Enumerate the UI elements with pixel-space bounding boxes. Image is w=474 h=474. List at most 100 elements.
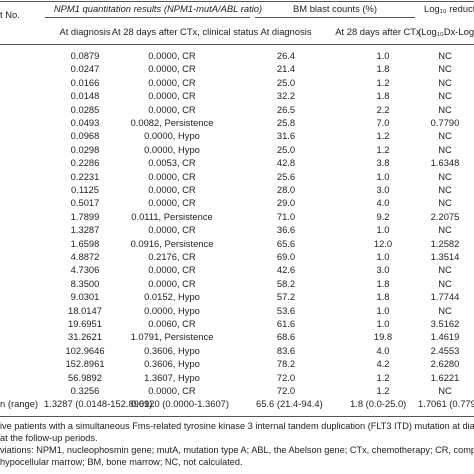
cell: 26.5 [276,103,296,115]
cell: 2.2 [376,103,390,115]
cell: 0.0000, CR [148,184,196,195]
cell: NC [438,184,452,195]
cell: 0.2286 [70,157,100,169]
cell: 1.0791, Persistence [130,331,214,343]
cell: 1.6598 [70,237,100,249]
cell: 1.0 [376,224,390,236]
col-header: Log₁₀ reduction [424,3,474,14]
cell: 8.3500 [70,277,100,289]
col-header: NPM1 quantitation results (NPM1-mutA/ABL… [53,3,263,14]
cell: 0.0111, Persistence [131,210,213,222]
cell: NC [438,197,452,209]
cell: 0.0152, Hypo [144,291,200,303]
cell: 26.4 [276,50,296,61]
footnote: at the follow-up periods. [0,433,98,443]
cell: 1.2 [376,385,390,396]
cell: 0.0493 [70,117,100,128]
cell: 69.0 [276,251,296,262]
cell: 0.0000, CR [148,90,196,102]
summary-cell: n (range) [0,398,39,410]
cell: 1.7899 [70,210,100,222]
cell: 0.0053, CR [148,157,196,169]
cell: 0.0000, CR [148,385,196,396]
cell: NC [438,103,452,115]
cell: 19.8 [373,331,393,343]
cell: 31.6 [276,130,296,142]
cell: 0.0000, Hypo [144,130,200,142]
cell: NC [438,304,452,316]
cell: 0.0000, Hypo [144,143,200,155]
cell: 3.5162 [430,318,460,329]
cell: 2.6280 [430,358,460,370]
header-rule [0,44,474,45]
cell: NC [438,50,452,61]
cell: 25.0 [276,76,296,88]
cell: 0.0000, CR [148,76,196,88]
cell: 1.6348 [430,157,460,169]
cell: 3.8 [376,157,390,169]
cell: 0.0879 [70,50,100,61]
cell: 71.0 [276,210,296,222]
cell: 9.2 [376,210,390,222]
top-rule [0,1,474,2]
cell: 1.2582 [430,237,460,249]
cell: 53.6 [276,304,296,316]
cell: 0.0000, CR [148,170,196,182]
span-rule [255,17,415,18]
cell: NC [438,385,452,396]
cell: 21.4 [276,63,296,75]
cell: 68.6 [276,331,296,343]
cell: 65.6 [276,237,296,249]
summary-cell: 0.0920 (0.0000-1.3607) [131,398,229,410]
cell: 0.0000, CR [148,277,196,289]
cell: 4.0 [376,197,390,209]
cell: 42.8 [276,157,296,169]
cell: 7.0 [376,117,390,128]
footnote: ive patients with a simultaneous Fms-rel… [0,421,474,431]
cell: 78.2 [276,358,296,370]
cell: 29.0 [276,197,296,209]
cell: 32.2 [276,90,296,102]
col-header: At 28 days after CTx [335,26,421,37]
cell: 0.0166 [70,76,100,88]
bottom-rule [0,416,474,417]
cell: 0.2231 [70,170,100,182]
cell: 0.0000, CR [148,63,196,75]
cell: NC [438,63,452,75]
cell: 102.9646 [65,344,105,356]
cell: 72.0 [276,385,296,396]
cell: 0.0000, CR [148,197,196,209]
cell: 2.4553 [430,344,460,356]
col-header: At diagnosis [260,26,312,37]
summary-cell: 1.3287 (0.0148-152.8961) [44,398,153,410]
cell: 1.8 [376,63,390,75]
cell: 0.5017 [70,197,100,209]
cell: 1.4619 [430,331,460,343]
col-header: At 28 days after CTx, clinical status [111,26,259,37]
cell: NC [438,264,452,276]
cell: 1.0 [376,304,390,316]
cell: 0.0060, CR [148,318,196,329]
cell: 56.9892 [68,371,102,383]
cell: 58.2 [276,277,296,289]
cell: 1.2 [376,130,390,142]
cell: 0.0000, CR [148,224,196,236]
cell: 1.0 [376,318,390,329]
cell: 1.2 [376,76,390,88]
cell: 4.2 [376,358,390,370]
cell: NC [438,143,452,155]
cell: 0.0000, Hypo [144,304,200,316]
col-header: At diagnosis [59,26,111,37]
cell: 1.0 [376,50,390,61]
cell: 42.6 [276,264,296,276]
cell: 1.8 [376,90,390,102]
footnote: hypocellular marrow; BM, bone marrow; NC… [0,457,243,467]
span-rule [45,17,250,18]
cell: 4.0 [376,344,390,356]
cell: 0.0968 [70,130,100,142]
cell: 0.0000, CR [148,264,196,276]
cell: 0.3256 [70,385,100,396]
cell: 61.6 [276,318,296,329]
cell: 1.6221 [430,371,460,383]
cell: 1.8 [376,277,390,289]
